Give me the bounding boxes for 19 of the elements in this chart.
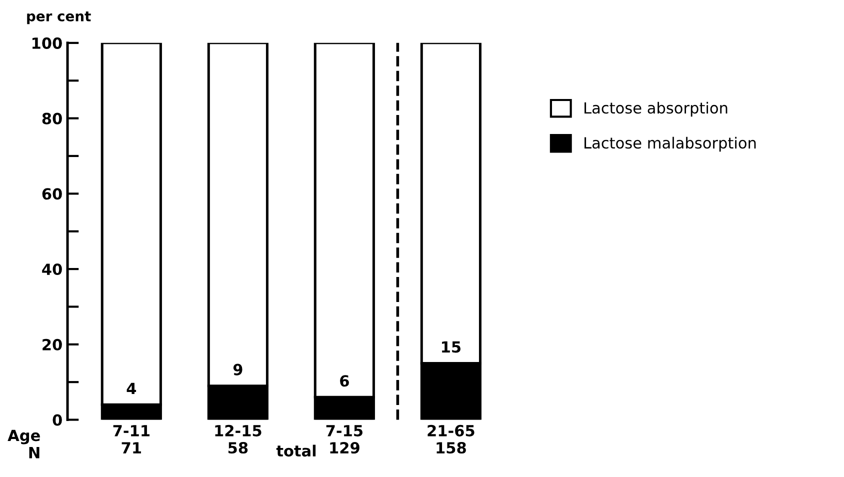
text: total [276,444,316,457]
data-label: 6 [340,375,349,387]
data-label: 15 [442,341,460,353]
x-tick-label: 7-11 71 [113,425,150,454]
text: Age N [8,430,40,458]
data-label: 4 [126,382,136,394]
data-label: 9 [233,364,242,376]
legend-label: Lactose malabsorption [584,136,756,152]
y-tick-label: 60 [42,188,62,200]
y-tick-label: 0 [52,414,62,426]
x-tick-label: 21-65 158 [428,424,474,454]
y-tick-label: 40 [42,263,62,276]
x-tick-label: 12-15 58 [215,424,262,454]
x-tick-label: 7-15 129 [326,425,362,454]
y-axis-title: per cent [27,11,91,24]
y-tick-label: 100 [32,37,62,49]
y-tick-label: 80 [42,112,62,124]
y-tick-label: 20 [42,338,62,350]
legend-label: Lactose absorption [584,102,728,117]
